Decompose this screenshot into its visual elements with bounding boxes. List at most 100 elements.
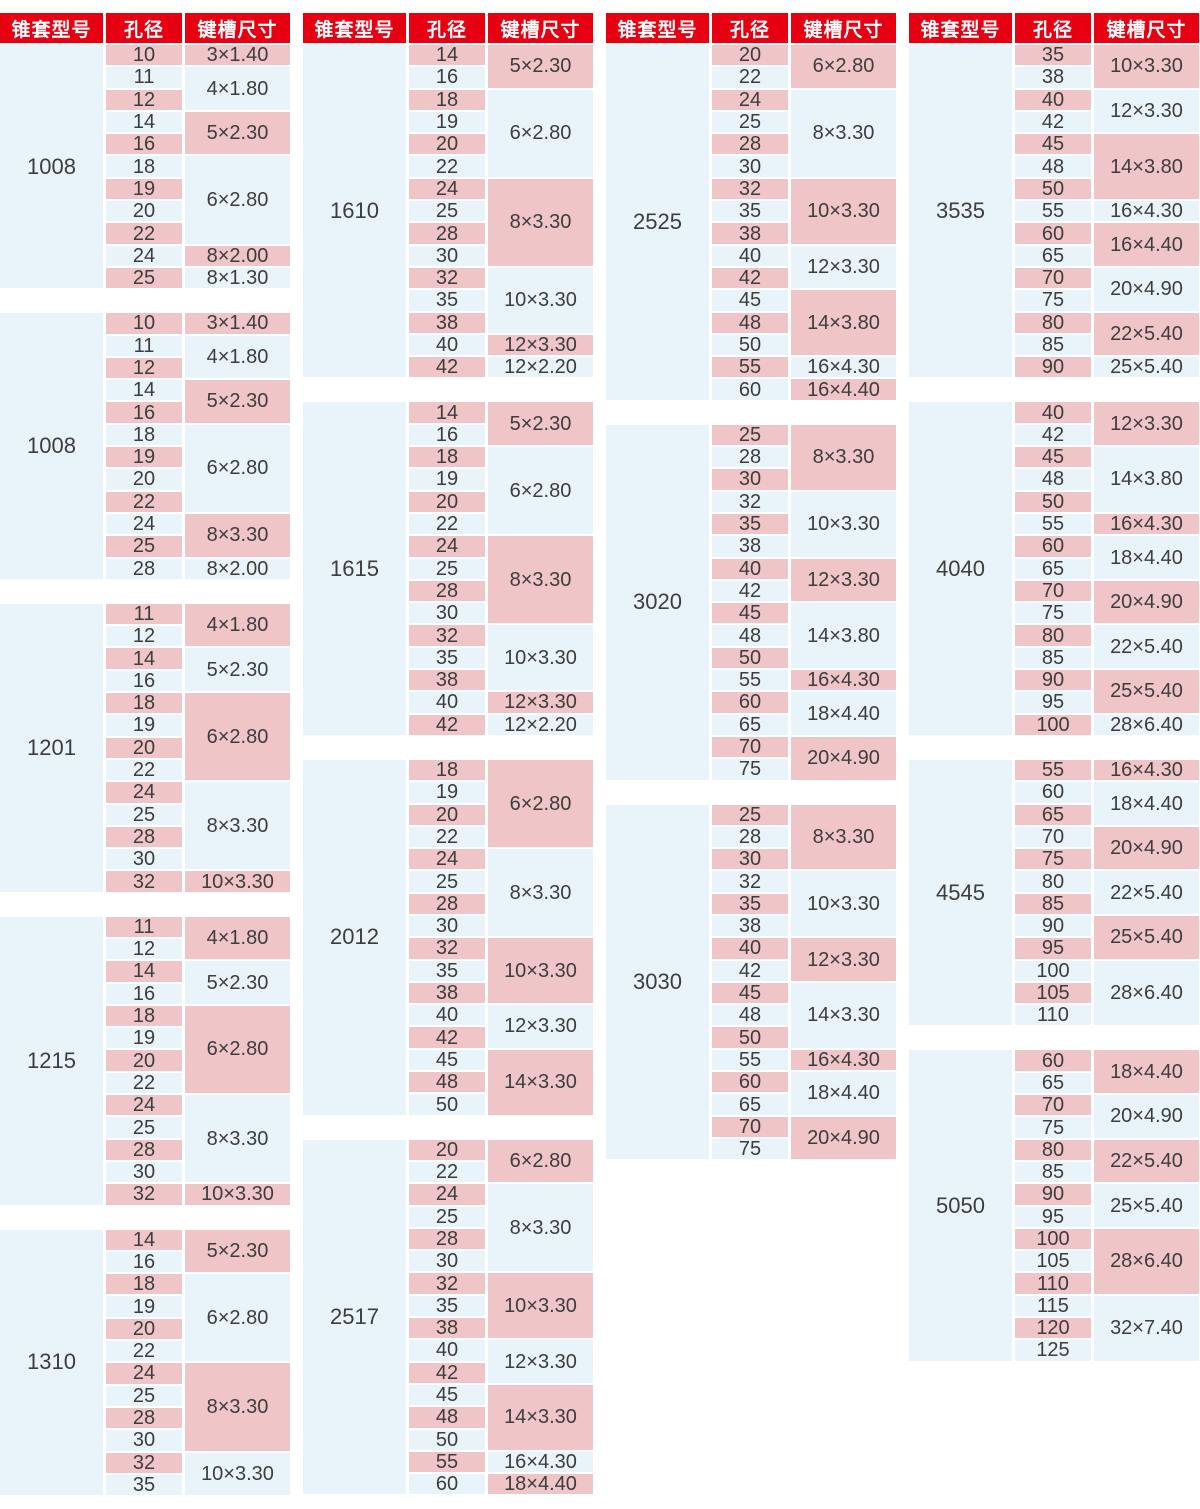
keyway-cell: 14×3.80	[791, 290, 896, 356]
bore-cell: 19	[409, 782, 485, 803]
bore-cell: 40	[1015, 402, 1091, 423]
model-number: 3535	[909, 45, 1012, 378]
keyway-cell: 10×3.30	[791, 491, 896, 557]
keyway-cell: 6×2.80	[791, 45, 896, 88]
bore-cell: 80	[1015, 871, 1091, 892]
keyway-cell: 12×3.30	[1094, 89, 1199, 133]
model-section: 5050 18×4.40 60 65 20×4.90 70 75 22×5.40 80 85 25…	[909, 1050, 1199, 1361]
bore-cell: 40	[712, 246, 788, 266]
bore-cell: 95	[1015, 692, 1091, 713]
bore-cell: 28	[409, 1229, 485, 1250]
bore-cell: 18	[106, 693, 182, 714]
bore-cell: 45	[712, 603, 788, 624]
bore-cell: 32	[106, 871, 182, 892]
keyway-cell: 8×3.30	[488, 1184, 593, 1272]
bore-cell: 16	[409, 425, 485, 446]
bore-cell: 55	[712, 357, 788, 378]
bore-cell: 48	[712, 313, 788, 333]
bore-cell: 10	[106, 313, 182, 334]
bore-cell: 105	[1015, 983, 1091, 1004]
keyway-cell: 5×2.30	[185, 648, 290, 692]
bore-cell: 38	[712, 916, 788, 937]
bore-cell: 16	[106, 402, 182, 423]
keyway-cell: 16×4.30	[791, 1050, 896, 1071]
table-column-group: 锥套型号 孔径 键槽尺寸 3535 10×3.30 35 38 12×3.30 40 42…	[909, 13, 1199, 1361]
bore-cell: 40	[712, 559, 788, 579]
bore-cell: 12	[106, 939, 182, 960]
bore-cell: 35	[1015, 45, 1091, 66]
bore-cell: 100	[1015, 961, 1091, 981]
bore-cell: 85	[1015, 335, 1091, 356]
bore-cell: 70	[1015, 268, 1091, 289]
bore-cell: 14	[409, 45, 485, 66]
bore-cell: 35	[409, 648, 485, 669]
bore-cell: 65	[712, 715, 788, 735]
keyway-cell: 12×2.20	[488, 715, 593, 735]
bore-cell: 25	[106, 268, 182, 289]
keyway-cell: 12×3.30	[488, 692, 593, 713]
bore-cell: 20	[106, 1319, 182, 1340]
model-section: 4040 12×3.30 40 42 14×3.80 45 48 50 16×4.30 55 18…	[909, 402, 1199, 735]
keyway-cell: 32×7.40	[1094, 1295, 1199, 1361]
keyway-cell: 14×3.30	[488, 1049, 593, 1115]
header-model: 锥套型号	[303, 13, 406, 43]
header-keyway: 键槽尺寸	[791, 13, 896, 43]
keyway-cell: 14×3.80	[791, 603, 896, 669]
bore-cell: 20	[409, 804, 485, 825]
bore-cell: 60	[712, 692, 788, 713]
bore-cell: 11	[106, 917, 182, 937]
keyway-cell: 20×4.90	[1094, 1095, 1199, 1138]
bore-cell: 48	[1015, 469, 1091, 490]
bore-cell: 48	[712, 625, 788, 646]
keyway-cell: 12×3.30	[488, 1005, 593, 1048]
keyway-cell: 6×2.80	[185, 424, 290, 512]
bore-cell: 50	[409, 1094, 485, 1115]
header-bore: 孔径	[409, 13, 485, 43]
bore-cell: 65	[1015, 559, 1091, 579]
keyway-cell: 22×5.40	[1094, 312, 1199, 356]
keyway-cell: 10×3.30	[185, 1452, 290, 1496]
bore-cell: 65	[1015, 804, 1091, 825]
bore-cell: 40	[712, 938, 788, 959]
bore-cell: 25	[712, 425, 788, 446]
bore-cell: 38	[409, 983, 485, 1004]
bore-cell: 75	[1015, 290, 1091, 311]
bore-cell: 19	[106, 447, 182, 468]
header-bore: 孔径	[712, 13, 788, 43]
keyway-cell: 8×3.30	[791, 804, 896, 870]
bore-cell: 30	[106, 1430, 182, 1451]
keyway-cell: 10×3.30	[488, 267, 593, 333]
bore-cell: 20	[712, 45, 788, 66]
bore-cell: 48	[1015, 156, 1091, 177]
keyway-cell: 16×4.40	[791, 379, 896, 400]
bore-cell: 20	[409, 134, 485, 155]
bore-cell: 70	[1015, 1095, 1091, 1116]
bore-cell: 50	[712, 1027, 788, 1048]
bore-cell: 22	[106, 760, 182, 781]
bore-cell: 55	[1015, 201, 1091, 222]
model-number: 1008	[0, 45, 103, 289]
bore-cell: 22	[409, 514, 485, 535]
keyway-cell: 8×1.30	[185, 268, 290, 289]
bore-cell: 12	[106, 90, 182, 110]
bore-cell: 25	[409, 559, 485, 579]
keyway-cell: 6×2.80	[185, 1274, 290, 1362]
bore-cell: 14	[106, 1230, 182, 1250]
bore-cell: 110	[1015, 1273, 1091, 1294]
model-section: 3020 8×3.30 25 28 30 10×3.30 32 35 38 12×3.30 40 4…	[606, 425, 896, 780]
bore-cell: 60	[1015, 1050, 1091, 1071]
bore-cell: 90	[1015, 670, 1091, 691]
model-section: 2012 6×2.80 18 19 20 22 8×3.30 24 25 28 30 10×3.30…	[303, 760, 593, 1115]
bore-cell: 120	[1015, 1318, 1091, 1339]
bore-cell: 90	[1015, 916, 1091, 937]
keyway-cell: 5×2.30	[488, 402, 593, 446]
section-list: 1610 5×2.30 14 16 6×2.80 18 19 20 22 8×3.30 24 25 2…	[303, 45, 593, 1495]
header-keyway: 键槽尺寸	[185, 13, 290, 43]
bore-cell: 30	[712, 849, 788, 870]
bore-cell: 40	[409, 1340, 485, 1361]
model-number: 3030	[606, 804, 709, 1160]
bore-cell: 35	[409, 290, 485, 311]
keyway-cell: 14×3.80	[1094, 447, 1199, 512]
bore-cell: 70	[712, 1117, 788, 1137]
model-number: 1008	[0, 313, 103, 579]
